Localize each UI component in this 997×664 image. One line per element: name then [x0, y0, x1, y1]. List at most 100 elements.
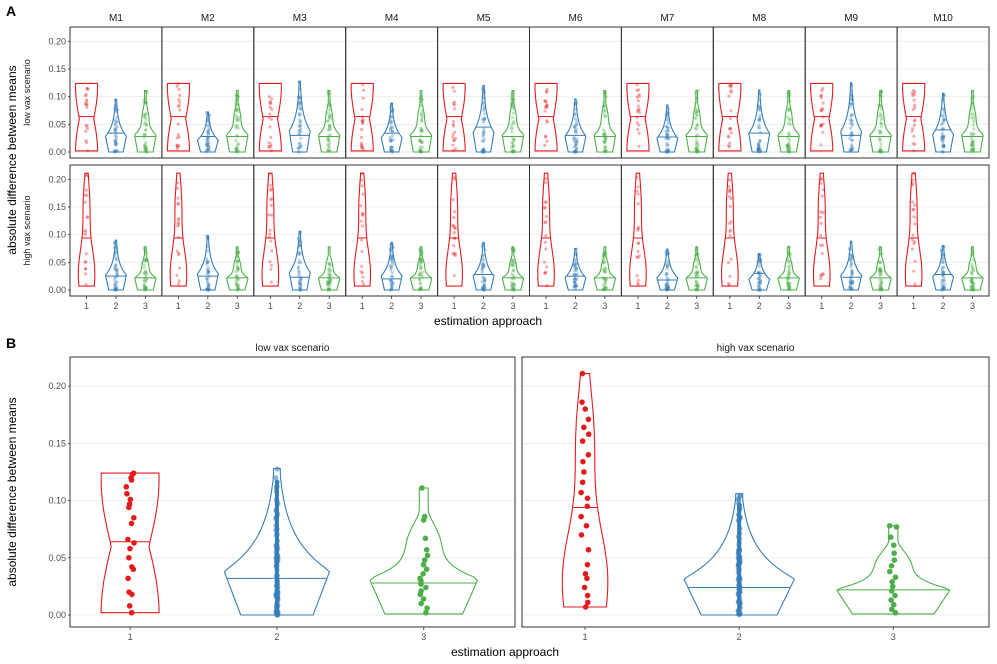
panel-a-point: [879, 281, 883, 285]
panel-a-point: [696, 282, 700, 287]
panel-a-point: [327, 261, 331, 265]
panel-a-point: [326, 136, 330, 140]
panel-a-point: [326, 138, 330, 142]
panel-a-point: [574, 262, 579, 266]
panel-a-point: [665, 272, 669, 276]
panel-a-point: [604, 136, 608, 140]
panel-a-point: [328, 127, 333, 131]
panel-a-point: [757, 284, 761, 288]
panel-a-point: [848, 105, 852, 109]
panel-a-point: [235, 262, 239, 267]
panel-a-point: [940, 267, 944, 272]
panel-a-point: [695, 124, 699, 128]
panel-a-point: [819, 123, 823, 127]
panel-a-point: [942, 270, 946, 274]
panel-b-point: [886, 568, 893, 575]
panel-a-point: [942, 118, 946, 122]
panel-a-point: [269, 117, 273, 121]
panel-a-point: [728, 230, 732, 234]
panel-a-point: [666, 133, 670, 138]
panel-a-point: [910, 129, 914, 133]
panel-a-point: [971, 266, 975, 270]
panel-a-point: [878, 138, 883, 142]
panel-a-point: [637, 94, 642, 98]
panel-a-point: [234, 147, 238, 151]
panel-a-point: [236, 277, 240, 281]
panel-a-point: [391, 148, 395, 152]
panel-a-point: [572, 280, 576, 284]
panel-a-point: [85, 98, 89, 102]
panel-a-point: [234, 126, 238, 130]
panel-a-point: [728, 141, 732, 145]
panel-a-point: [142, 283, 146, 287]
panel-a-point: [636, 108, 640, 112]
panel-a-point: [236, 266, 240, 271]
panel-a-point: [878, 129, 883, 133]
panel-a-point: [787, 145, 791, 149]
panel-a-point: [758, 145, 762, 149]
panel-a-point: [756, 143, 761, 147]
panel-a-point: [361, 282, 366, 286]
panel-a-point: [729, 220, 733, 224]
panel-a-point: [177, 266, 182, 270]
panel-a-point: [270, 213, 274, 217]
panel-a-point: [758, 271, 762, 275]
panel-b-y-tick-label: 0.15: [48, 438, 66, 448]
panel-a-point: [268, 125, 272, 129]
panel-a-point: [756, 144, 761, 148]
panel-b-x-tick-label: 3: [891, 632, 896, 642]
panel-a-point: [269, 239, 273, 243]
panel-a-point: [940, 137, 944, 141]
panel-b-point: [584, 575, 590, 582]
panel-a-point: [602, 140, 607, 145]
panel-a-x-tick-label: 2: [757, 301, 762, 311]
panel-a-point: [821, 107, 825, 112]
panel-a-point: [913, 142, 917, 146]
panel-a-point: [637, 144, 641, 148]
panel-a-point: [850, 280, 855, 284]
panel-a-point: [206, 260, 210, 264]
panel-a-point: [912, 269, 916, 273]
panel-a-point: [326, 136, 330, 140]
panel-a-violin-outline: [380, 241, 403, 291]
panel-a-point: [573, 129, 578, 133]
panel-a-point: [298, 286, 302, 290]
panel-a-point: [879, 131, 883, 135]
panel-b-y-tick-label: 0.00: [48, 610, 66, 620]
panel-b-point: [423, 584, 429, 591]
panel-a-point: [327, 115, 331, 119]
panel-a-point: [510, 127, 514, 131]
panel-a-point: [235, 146, 240, 150]
panel-a-point: [452, 273, 456, 278]
panel-b-point: [890, 542, 897, 549]
panel-b-point: [892, 609, 899, 616]
panel-a-point: [848, 284, 852, 288]
panel-b-point: [128, 520, 135, 527]
panel-a-point: [912, 92, 916, 97]
panel-a-x-tick-label: 3: [878, 301, 883, 311]
panel-b-point: [585, 546, 592, 553]
panel-a-point: [176, 253, 181, 257]
panel-a-point: [482, 130, 486, 134]
panel-a-point: [970, 262, 974, 267]
panel-a-point: [572, 277, 577, 281]
panel-a-point: [602, 261, 606, 265]
panel-a-point: [509, 125, 514, 129]
panel-a-point: [418, 281, 423, 285]
panel-a-point: [389, 120, 393, 124]
panel-a-point: [144, 148, 148, 153]
panel-a-point: [176, 196, 180, 200]
panel-a-point: [175, 136, 179, 140]
panel-a-point: [695, 266, 699, 270]
panel-a-violin-outline: [134, 90, 157, 153]
panel-a-point: [666, 129, 670, 133]
panel-a-point: [820, 243, 825, 247]
panel-a-point: [268, 228, 272, 232]
panel-a-point: [942, 145, 946, 150]
panel-a-point: [787, 259, 791, 263]
panel-a-point: [727, 178, 731, 182]
panel-a-point: [545, 87, 549, 91]
panel-a-point: [694, 147, 698, 151]
panel-a-point: [819, 109, 824, 113]
